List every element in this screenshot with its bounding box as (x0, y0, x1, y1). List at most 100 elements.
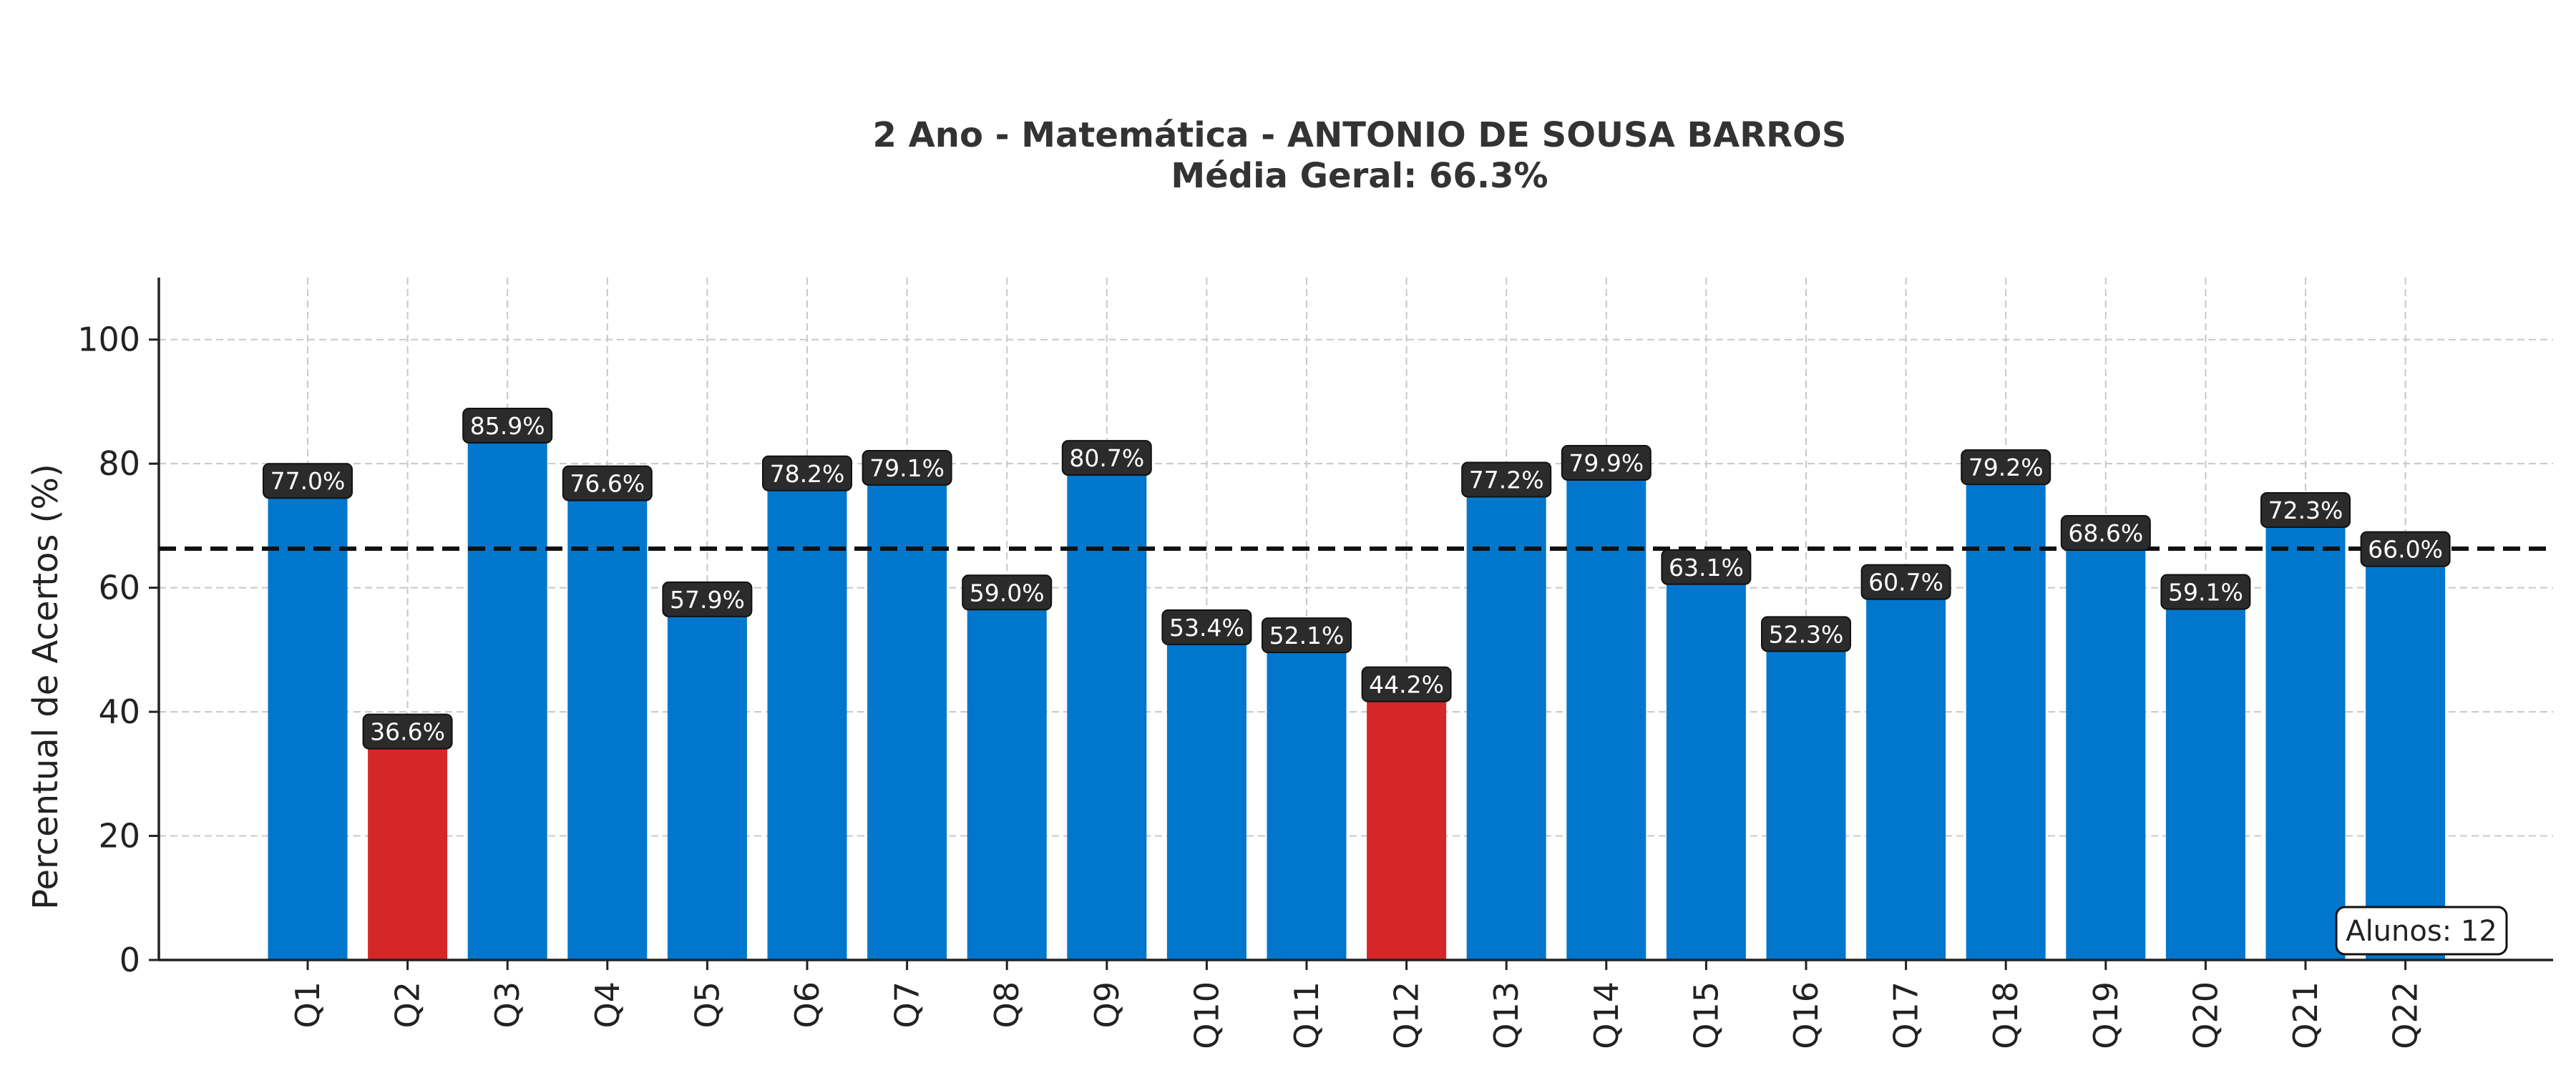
x-tick-label-Q13: Q13 (1487, 981, 1526, 1049)
bar-Q22 (2366, 550, 2446, 960)
value-label-box (2160, 574, 2251, 610)
bar-Q21 (2265, 511, 2346, 960)
value-label-text: 52.1% (1269, 622, 1345, 650)
value-label-box (2260, 491, 2351, 528)
alunos-annotation-box (2335, 906, 2508, 956)
x-tick-label-Q2: Q2 (389, 981, 427, 1028)
x-tick-labels: Q1 Q2 Q3 Q4 Q5 Q6 Q7 Q8 Q9 Q10 Q11 Q12 Q13 Q14 Q15 Q16 Q… (288, 981, 2425, 1049)
value-label-Q3: 85.9% (462, 408, 553, 444)
value-label-Q10: 53.4% (1161, 609, 1252, 645)
x-tick-label-Q11: Q11 (1287, 981, 1326, 1049)
y-axis-label: Percentual de Acertos (%) (26, 464, 66, 909)
value-label-text: 66.0% (2368, 536, 2443, 564)
chart-title: 2 Ano - Matemática - ANTONIO DE SOUSA BA… (873, 115, 1847, 155)
value-label-box (1661, 549, 1752, 585)
value-label-box (1361, 666, 1452, 702)
value-label-Q7: 79.1% (862, 449, 952, 486)
bar-Q1 (268, 482, 348, 960)
value-label-Q21: 72.3% (2260, 491, 2351, 528)
value-label-box (362, 713, 453, 750)
value-label-text: 76.6% (570, 470, 645, 498)
value-label-box (1860, 564, 1951, 600)
value-label-Q19: 68.6% (2060, 515, 2151, 552)
y-tick-label: 80 (98, 444, 140, 483)
value-label-Q17: 60.7% (1860, 564, 1951, 600)
value-label-text: 77.0% (270, 467, 346, 495)
value-label-Q9: 80.7% (1061, 440, 1152, 476)
value-label-text: 53.4% (1169, 614, 1244, 642)
value-label-box (1761, 616, 1851, 652)
value-label-Q12: 44.2% (1361, 666, 1452, 702)
bar-Q4 (567, 484, 648, 960)
value-labels: 77.0% 36.6% 85.9% 76.6% 57.9% 78.2% 79.1% 59.0%… (263, 408, 2451, 750)
bar-Q10 (1166, 628, 1246, 960)
value-label-Q22: 66.0% (2360, 531, 2451, 567)
y-tick-label: 60 (98, 569, 140, 607)
x-tick-label-Q15: Q15 (1687, 981, 1725, 1049)
bar-Q13 (1466, 481, 1546, 960)
bar-Q6 (767, 474, 847, 960)
bar-Q12 (1367, 685, 1447, 960)
value-label-text: 79.1% (869, 454, 945, 482)
grid-lines (159, 278, 2553, 960)
alunos-annotation: Alunos: 12 (2335, 906, 2508, 956)
value-label-Q14: 79.9% (1561, 445, 1652, 481)
value-label-text: 79.9% (1568, 449, 1644, 477)
value-label-box (1262, 617, 1352, 654)
value-label-Q18: 79.2% (1961, 449, 2051, 486)
value-label-box (1461, 461, 1552, 498)
x-tick-label-Q18: Q18 (1986, 981, 2025, 1049)
x-tick-label-Q21: Q21 (2286, 981, 2325, 1049)
value-label-Q16: 52.3% (1761, 616, 1851, 652)
x-tick-label-Q10: Q10 (1187, 981, 1226, 1049)
value-label-box (2360, 531, 2451, 567)
x-tick-label-Q4: Q4 (588, 981, 627, 1028)
value-label-Q13: 77.2% (1461, 461, 1552, 498)
x-tick-label-Q12: Q12 (1387, 981, 1426, 1049)
bars (268, 427, 2446, 960)
x-tick-label-Q16: Q16 (1787, 981, 1825, 1049)
axes (149, 278, 2553, 970)
value-label-box (1961, 449, 2051, 486)
y-tick-label: 100 (77, 320, 140, 359)
value-label-box (662, 581, 753, 617)
value-label-box (762, 455, 852, 491)
value-label-box (962, 574, 1053, 611)
x-tick-label-Q14: Q14 (1587, 981, 1626, 1049)
value-label-text: 78.2% (770, 460, 845, 488)
x-tick-label-Q3: Q3 (488, 981, 527, 1028)
x-tick-label-Q8: Q8 (987, 981, 1026, 1028)
bar-Q2 (368, 733, 448, 960)
value-label-text: 59.1% (2168, 578, 2243, 606)
value-label-text: 63.1% (1669, 554, 1744, 582)
chart-subtitle: Média Geral: 66.3% (1171, 156, 1548, 196)
bar-Q11 (1267, 637, 1347, 960)
x-tick-label-Q20: Q20 (2186, 981, 2225, 1049)
value-label-box (2060, 515, 2151, 552)
value-label-Q15: 63.1% (1661, 549, 1752, 585)
value-label-Q1: 77.0% (263, 463, 353, 499)
bar-Q17 (1866, 583, 1946, 960)
y-tick-label: 0 (119, 941, 140, 979)
x-tick-label-Q7: Q7 (888, 981, 927, 1028)
value-label-box (862, 449, 952, 486)
y-tick-labels: 0 20 40 60 80 100 (77, 320, 140, 979)
value-label-box (263, 463, 353, 499)
value-label-box (562, 465, 653, 501)
bar-Q18 (1966, 469, 2046, 960)
x-tick-label-Q17: Q17 (1887, 981, 1926, 1049)
value-label-box (1561, 445, 1652, 481)
x-tick-label-Q6: Q6 (788, 981, 826, 1028)
value-label-Q2: 36.6% (362, 713, 453, 750)
value-label-Q5: 57.9% (662, 581, 753, 617)
y-tick-label: 20 (98, 817, 140, 856)
bar-Q20 (2165, 593, 2245, 960)
bar-Q8 (967, 594, 1047, 960)
value-label-Q6: 78.2% (762, 455, 852, 491)
x-tick-label-Q19: Q19 (2087, 981, 2125, 1049)
value-label-text: 72.3% (2268, 496, 2343, 524)
x-tick-label-Q22: Q22 (2386, 981, 2425, 1049)
value-label-Q8: 59.0% (962, 574, 1053, 611)
value-label-text: 52.3% (1769, 620, 1844, 648)
